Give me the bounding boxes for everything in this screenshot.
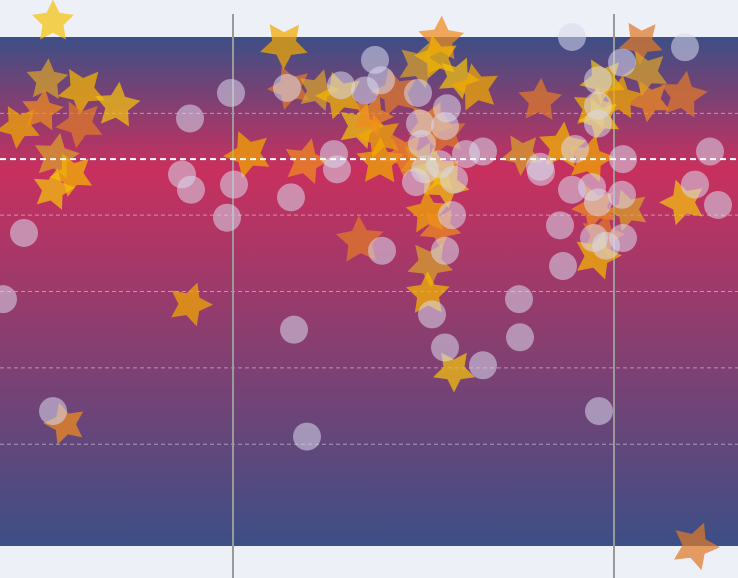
circle-point <box>273 73 301 102</box>
star-point <box>451 63 498 111</box>
star-point <box>0 106 40 149</box>
circle-point <box>558 23 586 51</box>
circle-point <box>402 168 430 197</box>
circle-point <box>177 175 205 204</box>
circle-point <box>408 129 436 158</box>
circle-point <box>527 157 555 186</box>
circle-point <box>431 112 459 141</box>
star-point <box>223 131 270 179</box>
circle-point <box>217 78 245 107</box>
circle-point <box>585 397 613 426</box>
circle-point <box>431 236 459 265</box>
circle-point <box>704 190 732 219</box>
star-point <box>618 22 663 66</box>
circle-point <box>277 183 305 212</box>
circle-point <box>39 397 67 426</box>
circle-point <box>546 211 574 240</box>
circle-point <box>671 33 699 62</box>
star-point <box>285 138 330 184</box>
circle-point <box>368 236 396 265</box>
star-point <box>33 168 75 210</box>
circle-point <box>505 285 533 314</box>
circle-point <box>438 201 466 230</box>
star-point <box>34 133 80 179</box>
star-point <box>43 402 84 445</box>
circle-point <box>220 170 248 199</box>
star-point <box>260 24 308 70</box>
star-point <box>606 189 647 232</box>
circle-point <box>10 218 38 247</box>
star-point <box>57 69 105 116</box>
circle-point <box>327 71 355 100</box>
star-point <box>438 57 480 100</box>
star-point <box>49 153 93 197</box>
circle-point <box>351 76 379 105</box>
circle-point <box>608 180 636 209</box>
star-point <box>26 58 69 99</box>
circle-point <box>549 252 577 281</box>
circle-point <box>323 155 351 184</box>
star-point <box>55 101 103 149</box>
star-point <box>370 68 416 117</box>
star-point <box>622 51 668 97</box>
circle-point <box>584 109 612 138</box>
circle-point <box>440 165 468 194</box>
star-point <box>22 89 64 131</box>
circle-point <box>404 78 432 107</box>
star-point <box>399 42 444 89</box>
circle-point <box>293 422 321 451</box>
star-point <box>171 282 213 327</box>
circle-point <box>584 188 612 217</box>
star-point <box>433 352 475 393</box>
star-point <box>500 135 543 176</box>
star-point <box>419 209 462 250</box>
circle-point <box>506 323 534 352</box>
circle-point <box>558 175 586 204</box>
star-point <box>674 522 720 571</box>
star-point <box>353 95 394 137</box>
circle-point <box>176 104 204 133</box>
star-point <box>95 81 141 127</box>
circle-series <box>0 23 732 451</box>
circle-point <box>0 285 17 314</box>
star-point <box>660 70 708 118</box>
star-point <box>628 81 670 123</box>
circle-point <box>406 109 434 138</box>
star-point <box>299 69 340 112</box>
star-point <box>518 77 563 120</box>
circle-point <box>584 66 612 95</box>
circle-point <box>469 137 497 166</box>
circle-point <box>280 315 308 344</box>
circle-point <box>696 137 724 166</box>
circle-point <box>213 203 241 232</box>
circle-point <box>592 231 620 260</box>
circle-point <box>608 48 636 77</box>
circle-point <box>418 300 446 329</box>
circle-point <box>469 351 497 380</box>
circle-point <box>431 333 459 362</box>
circle-point <box>561 134 589 163</box>
circle-point <box>681 170 709 199</box>
star-point <box>32 0 74 40</box>
